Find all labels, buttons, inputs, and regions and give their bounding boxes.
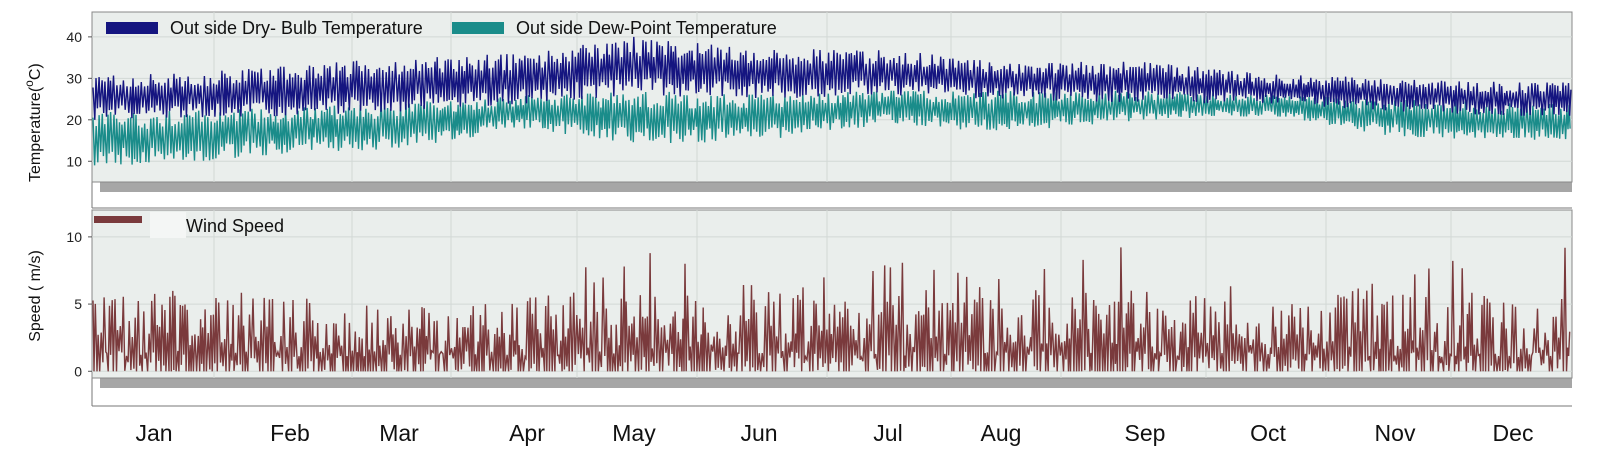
temperature-y-tick-label: 10 (66, 153, 82, 169)
wind-panel: 0 5 10 Wind Speed Speed ( m/s) (27, 209, 1573, 407)
legend-swatch-dry-bulb (106, 22, 158, 34)
legend-label-dew-point: Out side Dew-Point Temperature (516, 18, 777, 38)
legend-label-wind-speed: Wind Speed (186, 216, 284, 236)
temperature-y-tick-label: 30 (66, 70, 82, 86)
wind-series (92, 247, 1571, 372)
x-tick-label-dec: Dec (1493, 420, 1534, 446)
x-tick-label-oct: Oct (1250, 420, 1286, 446)
wind-y-axis-label: Speed ( m/s) (27, 250, 44, 342)
temperature-y-axis-label: Temperature(oC) (22, 63, 44, 182)
temperature-series (92, 36, 1572, 166)
wind-y-tick-label: 0 (74, 363, 82, 379)
temperature-series-line-dry-bulb (92, 36, 1572, 120)
legend-swatch-dew-point (452, 22, 504, 34)
temperature-legend: Out side Dry- Bulb Temperature Out side … (106, 18, 777, 38)
wind-y-tick-label: 10 (66, 229, 82, 245)
temperature-y-axis-label-sup: o (22, 80, 36, 87)
x-tick-label-jul: Jul (873, 420, 902, 446)
temperature-y-axis-label-main: Temperature( (27, 86, 44, 182)
temperature-panel: 10 20 30 40 Out side Dry- Bulb Temperature … (22, 11, 1573, 209)
x-tick-label-jun: Jun (740, 420, 777, 446)
x-axis-month-labels: Jan Feb Mar Apr May Jun Jul Aug Sep Oct Nov Dec (135, 420, 1533, 446)
legend-label-dry-bulb: Out side Dry- Bulb Temperature (170, 18, 423, 38)
legend-highlight (150, 212, 186, 238)
wind-y-ticks: 0 5 10 (66, 229, 92, 379)
temperature-y-tick-label: 40 (66, 29, 82, 45)
x-tick-label-nov: Nov (1375, 420, 1416, 446)
x-tick-label-mar: Mar (379, 420, 419, 446)
wind-y-tick-label: 5 (74, 296, 82, 312)
x-tick-label-jan: Jan (135, 420, 172, 446)
temperature-y-axis-label-unit: C) (27, 63, 44, 80)
wind-legend: Wind Speed (94, 212, 284, 238)
wind-speed-line (92, 247, 1571, 372)
x-tick-label-aug: Aug (981, 420, 1022, 446)
temperature-series-line-dew-point (92, 90, 1571, 166)
x-tick-label-apr: Apr (509, 420, 545, 446)
temperature-y-tick-label: 20 (66, 112, 82, 128)
x-tick-label-feb: Feb (270, 420, 310, 446)
legend-swatch-wind-speed (94, 216, 142, 223)
x-tick-label-sep: Sep (1125, 420, 1166, 446)
x-tick-label-may: May (612, 420, 656, 446)
temperature-y-ticks: 10 20 30 40 (66, 29, 92, 169)
